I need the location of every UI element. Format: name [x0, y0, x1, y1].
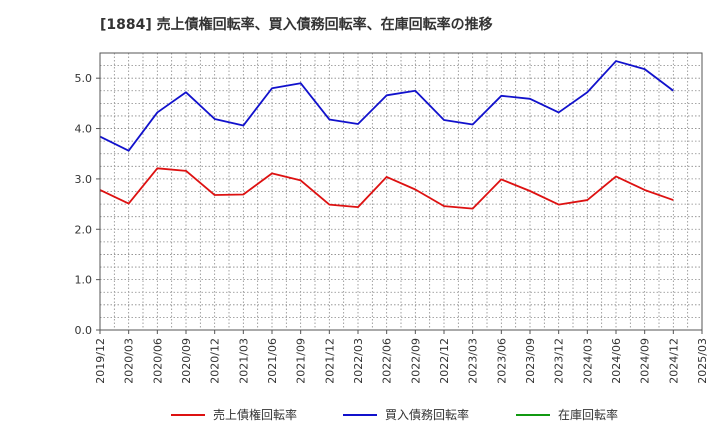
x-tick-label: 2020/12: [209, 338, 222, 384]
x-tick-label: 2024/03: [581, 338, 594, 384]
x-tick-label: 2023/12: [553, 338, 566, 384]
x-tick-label: 2021/06: [266, 338, 279, 384]
x-tick-label: 2021/03: [237, 338, 250, 384]
x-tick-label: 2021/09: [295, 338, 308, 384]
legend-label-3: 在庫回転率: [558, 407, 618, 422]
x-tick-label: 2025/03: [696, 338, 709, 384]
x-tick-label: 2020/03: [123, 338, 136, 384]
legend-label-2: 買入債務回転率: [385, 407, 469, 422]
y-tick-label: 3.0: [75, 173, 93, 186]
x-tick-label: 2022/03: [352, 338, 365, 384]
x-tick-label: 2024/06: [610, 338, 623, 384]
x-tick-label: 2024/12: [667, 338, 680, 384]
y-tick-label: 5.0: [75, 72, 93, 85]
x-tick-label: 2022/06: [381, 338, 394, 384]
x-tick-label: 2020/06: [151, 338, 164, 384]
y-tick-label: 1.0: [75, 274, 93, 287]
series-line-1: [99, 167, 674, 210]
y-tick-label: 0.0: [75, 324, 93, 337]
x-tick-label: 2021/12: [323, 338, 336, 384]
x-tick-label: 2023/09: [524, 338, 537, 384]
series-line-2: [99, 60, 674, 152]
x-tick-label: 2022/12: [438, 338, 451, 384]
x-tick-label: 2022/09: [409, 338, 422, 384]
x-tick-label: 2019/12: [94, 338, 107, 384]
x-tick-label: 2024/09: [639, 338, 652, 384]
y-tick-label: 4.0: [75, 123, 93, 136]
x-tick-label: 2023/03: [467, 338, 480, 384]
x-tick-label: 2023/06: [495, 338, 508, 384]
plot-frame: [99, 52, 703, 331]
legend-label-1: 売上債権回転率: [213, 407, 297, 422]
x-tick-label: 2020/09: [180, 338, 193, 384]
y-tick-label: 2.0: [75, 223, 93, 236]
chart-title: [1884] 売上債権回転率、買入債務回転率、在庫回転率の推移: [100, 16, 493, 33]
